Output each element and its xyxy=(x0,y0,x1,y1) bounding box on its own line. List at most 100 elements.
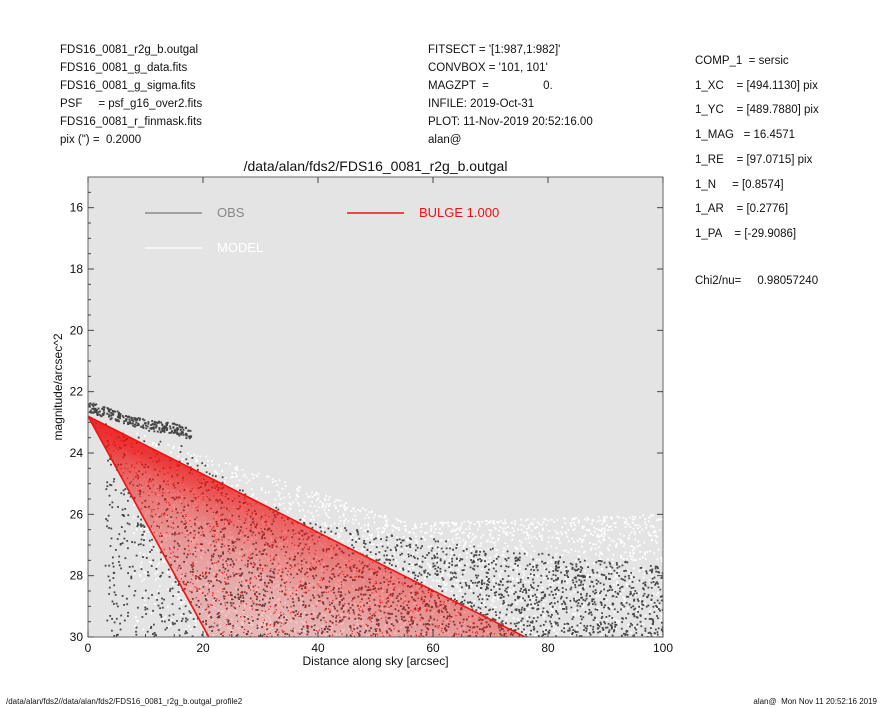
model-point xyxy=(578,585,581,588)
obs-point xyxy=(185,458,188,461)
obs-point xyxy=(524,599,526,602)
obs-point xyxy=(135,630,137,633)
obs-point xyxy=(647,594,650,596)
model-point xyxy=(414,602,417,604)
obs-point xyxy=(519,578,522,581)
model-point xyxy=(370,606,373,608)
obs-point xyxy=(539,624,542,627)
obs-point xyxy=(198,613,201,615)
model-point xyxy=(356,623,359,626)
obs-point xyxy=(602,583,605,586)
obs-point xyxy=(574,631,577,633)
obs-point xyxy=(516,559,519,562)
obs-point xyxy=(106,485,109,488)
obs-point xyxy=(453,576,455,578)
obs-point xyxy=(430,549,433,552)
obs-point xyxy=(358,634,361,636)
obs-point xyxy=(500,580,502,583)
model-point xyxy=(410,589,412,592)
model-point xyxy=(492,541,495,544)
model-point xyxy=(470,589,472,592)
model-point xyxy=(307,510,310,513)
obs-point xyxy=(153,430,156,433)
obs-point xyxy=(582,598,585,601)
model-point xyxy=(567,540,570,542)
obs-point xyxy=(429,617,432,619)
model-point xyxy=(497,539,499,541)
obs-point xyxy=(111,501,114,504)
model-point xyxy=(309,505,312,508)
model-point xyxy=(290,619,292,622)
obs-point xyxy=(135,419,138,422)
model-point xyxy=(395,559,397,561)
model-point xyxy=(582,539,585,541)
model-point xyxy=(650,624,653,627)
model-point xyxy=(296,489,299,492)
obs-point xyxy=(406,630,408,632)
obs-point xyxy=(262,549,265,552)
obs-point xyxy=(204,594,207,597)
model-point xyxy=(574,597,577,600)
model-point xyxy=(480,589,482,592)
obs-point xyxy=(169,425,171,428)
obs-point xyxy=(110,412,113,414)
model-point xyxy=(468,525,471,528)
obs-point xyxy=(445,624,448,627)
obs-point xyxy=(120,567,122,570)
obs-point xyxy=(535,566,538,569)
obs-point xyxy=(211,474,214,477)
obs-point xyxy=(505,587,508,590)
model-point xyxy=(412,557,415,559)
model-point xyxy=(551,609,554,611)
obs-point xyxy=(124,488,127,490)
model-point xyxy=(558,600,560,603)
obs-point xyxy=(614,625,616,628)
model-point xyxy=(492,606,495,608)
model-point xyxy=(536,575,539,577)
model-point xyxy=(448,605,451,607)
obs-point xyxy=(119,413,122,415)
model-point xyxy=(424,522,427,525)
obs-point xyxy=(446,611,449,614)
obs-point xyxy=(267,582,270,584)
model-point xyxy=(284,484,287,487)
model-point xyxy=(498,534,500,537)
obs-point xyxy=(552,570,555,572)
model-point xyxy=(368,602,371,604)
obs-point xyxy=(421,555,424,558)
model-point xyxy=(378,556,381,559)
model-point xyxy=(592,534,595,537)
model-point xyxy=(410,563,413,566)
model-point xyxy=(146,511,149,513)
obs-point xyxy=(609,585,611,587)
model-point xyxy=(372,516,375,519)
model-point xyxy=(430,527,433,530)
model-point xyxy=(289,503,292,505)
model-point xyxy=(580,541,583,544)
obs-point xyxy=(304,573,306,576)
model-point xyxy=(598,575,601,577)
model-point xyxy=(173,530,175,533)
model-point xyxy=(557,588,559,590)
model-point xyxy=(632,591,635,594)
model-point xyxy=(655,535,658,537)
obs-point xyxy=(576,569,579,571)
model-point xyxy=(648,571,651,574)
obs-point xyxy=(580,635,583,637)
obs-point xyxy=(107,407,109,410)
obs-point xyxy=(318,612,321,615)
model-point xyxy=(628,572,630,574)
model-point xyxy=(553,630,556,632)
model-point xyxy=(201,610,204,612)
obs-point xyxy=(616,566,619,569)
obs-point xyxy=(633,576,635,578)
model-point xyxy=(388,556,390,559)
model-point xyxy=(352,507,355,509)
model-point xyxy=(445,589,447,592)
obs-point xyxy=(128,585,131,588)
obs-point xyxy=(494,611,497,613)
model-point xyxy=(360,527,363,529)
model-point xyxy=(650,534,653,537)
model-point xyxy=(459,540,461,543)
obs-point xyxy=(255,598,258,601)
